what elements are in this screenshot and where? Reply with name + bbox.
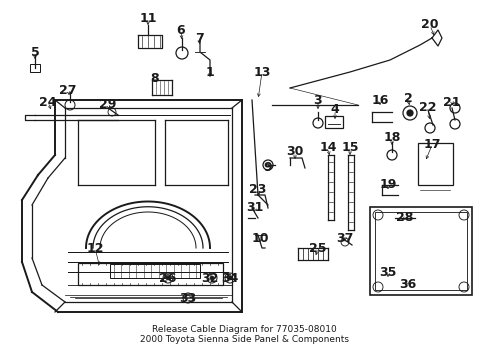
Text: 6: 6 xyxy=(176,23,185,36)
Text: 19: 19 xyxy=(379,179,396,192)
Text: 10: 10 xyxy=(251,231,268,244)
Text: 2000 Toyota Sienna Side Panel & Components: 2000 Toyota Sienna Side Panel & Componen… xyxy=(140,336,348,345)
Text: 29: 29 xyxy=(99,99,117,112)
Circle shape xyxy=(406,110,412,116)
Circle shape xyxy=(165,276,170,280)
Text: 13: 13 xyxy=(253,66,270,78)
Text: 16: 16 xyxy=(370,94,388,107)
Text: 25: 25 xyxy=(308,242,326,255)
Text: 14: 14 xyxy=(319,141,336,154)
Text: 5: 5 xyxy=(31,45,40,58)
Circle shape xyxy=(209,276,214,280)
Text: 21: 21 xyxy=(442,95,460,108)
Text: 4: 4 xyxy=(330,104,339,117)
Text: Release Cable Diagram for 77035-08010: Release Cable Diagram for 77035-08010 xyxy=(152,325,336,334)
Text: 26: 26 xyxy=(159,271,176,284)
Bar xyxy=(110,264,200,278)
Bar xyxy=(374,212,466,290)
Text: 23: 23 xyxy=(249,184,266,197)
Circle shape xyxy=(227,276,231,280)
Bar xyxy=(325,116,342,128)
Text: 22: 22 xyxy=(418,102,436,114)
Text: 15: 15 xyxy=(341,141,358,154)
Bar xyxy=(369,207,471,295)
Text: 37: 37 xyxy=(336,231,353,244)
Text: 20: 20 xyxy=(420,18,438,31)
Text: 36: 36 xyxy=(399,279,416,292)
Text: 28: 28 xyxy=(395,211,413,225)
Text: 11: 11 xyxy=(139,12,157,24)
Text: 35: 35 xyxy=(379,265,396,279)
Text: 8: 8 xyxy=(150,72,159,85)
Text: 24: 24 xyxy=(39,95,57,108)
Text: 12: 12 xyxy=(86,242,103,255)
Text: 18: 18 xyxy=(383,131,400,144)
Text: 17: 17 xyxy=(423,139,440,152)
Text: 7: 7 xyxy=(194,31,203,45)
Text: 32: 32 xyxy=(201,271,218,284)
Bar xyxy=(78,263,223,285)
Text: 31: 31 xyxy=(246,202,263,215)
Text: 34: 34 xyxy=(221,271,238,284)
Text: 27: 27 xyxy=(59,84,77,96)
Text: 2: 2 xyxy=(403,91,411,104)
Text: 1: 1 xyxy=(205,66,214,78)
Text: 30: 30 xyxy=(286,145,303,158)
Bar xyxy=(30,64,40,72)
Text: 3: 3 xyxy=(313,94,322,107)
Text: 33: 33 xyxy=(179,292,196,305)
Bar xyxy=(417,143,452,185)
Text: 9: 9 xyxy=(263,162,272,175)
